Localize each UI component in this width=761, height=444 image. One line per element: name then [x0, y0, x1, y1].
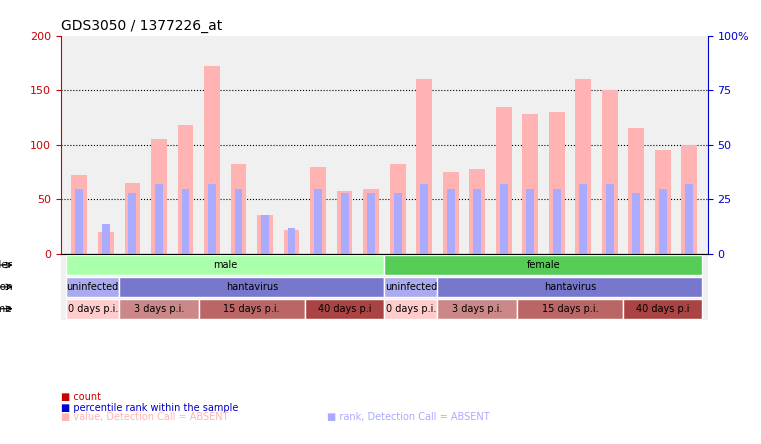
Bar — [575, 79, 591, 254]
Bar — [606, 184, 613, 254]
Text: hantavirus: hantavirus — [544, 282, 596, 292]
Bar — [129, 193, 136, 254]
Bar — [420, 184, 428, 254]
Text: infection: infection — [0, 282, 12, 292]
Bar — [314, 189, 322, 254]
Bar — [102, 223, 110, 254]
Bar — [182, 189, 189, 254]
Text: ■ rank, Detection Call = ABSENT: ■ rank, Detection Call = ABSENT — [327, 412, 490, 422]
FancyBboxPatch shape — [66, 255, 384, 275]
Bar — [177, 125, 193, 254]
Bar — [231, 164, 247, 254]
Text: 0 days p.i.: 0 days p.i. — [386, 304, 436, 314]
Bar — [681, 145, 697, 254]
Bar — [98, 232, 114, 254]
Bar — [552, 189, 561, 254]
Text: GDS3050 / 1377226_at: GDS3050 / 1377226_at — [61, 19, 222, 33]
Text: 3 days p.i.: 3 days p.i. — [452, 304, 502, 314]
Bar — [125, 183, 141, 254]
FancyBboxPatch shape — [438, 299, 517, 319]
Bar — [469, 169, 485, 254]
Bar — [443, 172, 459, 254]
Text: ■ count: ■ count — [61, 392, 101, 402]
Bar — [204, 66, 220, 254]
Bar — [261, 215, 269, 254]
Bar — [500, 184, 508, 254]
Text: ■ percentile rank within the sample: ■ percentile rank within the sample — [61, 403, 238, 413]
FancyBboxPatch shape — [384, 277, 438, 297]
Bar — [522, 114, 538, 254]
Bar — [654, 150, 670, 254]
Bar — [393, 193, 402, 254]
Text: uninfected: uninfected — [66, 282, 119, 292]
Bar — [284, 230, 300, 254]
FancyBboxPatch shape — [304, 299, 384, 319]
Bar — [234, 189, 243, 254]
Bar — [208, 184, 216, 254]
Bar — [310, 166, 326, 254]
Bar — [75, 189, 84, 254]
Text: time: time — [0, 304, 12, 314]
FancyBboxPatch shape — [623, 299, 702, 319]
Bar — [155, 184, 163, 254]
Text: 15 days p.i.: 15 days p.i. — [542, 304, 598, 314]
FancyBboxPatch shape — [199, 299, 304, 319]
Bar — [549, 112, 565, 254]
Text: uninfected: uninfected — [385, 282, 437, 292]
Bar — [526, 189, 534, 254]
FancyBboxPatch shape — [66, 277, 119, 297]
FancyBboxPatch shape — [384, 255, 702, 275]
Text: ■ value, Detection Call = ABSENT: ■ value, Detection Call = ABSENT — [61, 412, 228, 422]
Text: 15 days p.i.: 15 days p.i. — [224, 304, 280, 314]
Text: hantavirus: hantavirus — [225, 282, 278, 292]
Bar — [151, 139, 167, 254]
Bar — [685, 184, 693, 254]
Bar — [341, 193, 349, 254]
Bar — [390, 164, 406, 254]
Bar — [473, 189, 481, 254]
Text: gender: gender — [0, 260, 12, 270]
Bar — [447, 189, 454, 254]
Text: 3 days p.i.: 3 days p.i. — [134, 304, 184, 314]
FancyBboxPatch shape — [384, 299, 438, 319]
Bar — [367, 193, 375, 254]
Bar — [579, 184, 587, 254]
FancyBboxPatch shape — [438, 277, 702, 297]
Text: male: male — [213, 260, 237, 270]
Bar — [257, 215, 273, 254]
FancyBboxPatch shape — [66, 299, 119, 319]
Text: 0 days p.i.: 0 days p.i. — [68, 304, 118, 314]
Bar — [632, 193, 640, 254]
FancyBboxPatch shape — [119, 299, 199, 319]
Bar — [659, 189, 667, 254]
FancyBboxPatch shape — [119, 277, 384, 297]
Bar — [628, 128, 644, 254]
Bar — [363, 189, 379, 254]
Text: 40 days p.i: 40 days p.i — [318, 304, 371, 314]
Text: female: female — [527, 260, 560, 270]
FancyBboxPatch shape — [517, 299, 623, 319]
Text: 40 days p.i: 40 days p.i — [636, 304, 689, 314]
Bar — [602, 90, 618, 254]
Bar — [416, 79, 432, 254]
Bar — [336, 191, 352, 254]
Bar — [72, 175, 88, 254]
Bar — [495, 107, 511, 254]
Bar — [288, 228, 295, 254]
